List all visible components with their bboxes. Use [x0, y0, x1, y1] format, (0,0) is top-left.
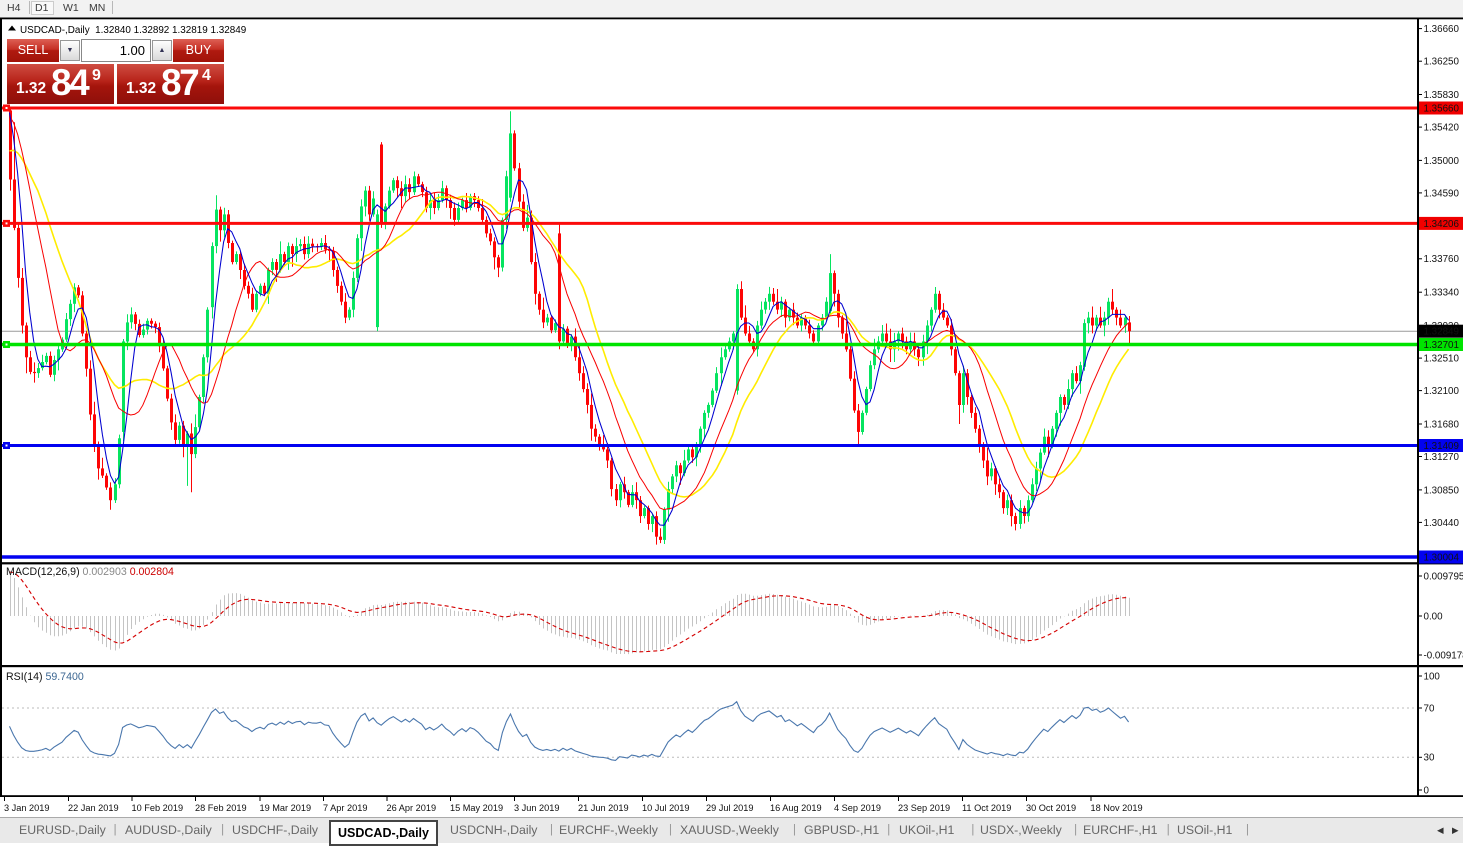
svg-text:1.36660: 1.36660: [1424, 24, 1460, 35]
svg-text:1.33760: 1.33760: [1424, 254, 1460, 265]
svg-text:0: 0: [1424, 785, 1430, 796]
svg-text:1.36250: 1.36250: [1424, 57, 1460, 68]
svg-text:1.31409: 1.31409: [1424, 441, 1459, 452]
svg-text:1.30004: 1.30004: [1424, 552, 1460, 563]
svg-text:3 Jan 2019: 3 Jan 2019: [4, 803, 49, 813]
svg-text:1.34590: 1.34590: [1424, 188, 1460, 199]
svg-text:70: 70: [1424, 703, 1435, 714]
svg-text:1.32100: 1.32100: [1424, 386, 1460, 397]
svg-text:15 May 2019: 15 May 2019: [450, 803, 503, 813]
svg-text:29 Jul 2019: 29 Jul 2019: [706, 803, 754, 813]
svg-text:11 Oct 2019: 11 Oct 2019: [962, 803, 1011, 813]
svg-text:0.009795: 0.009795: [1424, 571, 1463, 582]
svg-text:30: 30: [1424, 753, 1435, 764]
svg-text:18 Nov 2019: 18 Nov 2019: [1091, 803, 1143, 813]
svg-text:30 Oct 2019: 30 Oct 2019: [1026, 803, 1076, 813]
svg-text:-0.009178: -0.009178: [1424, 650, 1463, 661]
svg-text:1.34206: 1.34206: [1424, 219, 1460, 230]
svg-text:1.32849: 1.32849: [1424, 327, 1459, 338]
svg-text:22 Jan 2019: 22 Jan 2019: [68, 803, 119, 813]
svg-text:MACD(12,26,9) 0.002903 0.00280: MACD(12,26,9) 0.002903 0.002804: [6, 566, 174, 578]
svg-text:7 Apr 2019: 7 Apr 2019: [323, 803, 367, 813]
svg-text:3 Jun 2019: 3 Jun 2019: [514, 803, 559, 813]
svg-text:1.33340: 1.33340: [1424, 288, 1460, 299]
svg-text:10 Jul 2019: 10 Jul 2019: [642, 803, 690, 813]
svg-text:1.30440: 1.30440: [1424, 518, 1460, 529]
svg-text:1.31680: 1.31680: [1424, 419, 1460, 430]
svg-text:4 Sep 2019: 4 Sep 2019: [834, 803, 881, 813]
svg-text:1.35830: 1.35830: [1424, 90, 1460, 101]
svg-text:USDCAD-,Daily 1.32840 1.32892: USDCAD-,Daily 1.32840 1.32892 1.32819 1.…: [20, 25, 247, 36]
svg-text:1.31270: 1.31270: [1424, 452, 1460, 463]
svg-text:19 Mar 2019: 19 Mar 2019: [260, 803, 312, 813]
svg-text:28 Feb 2019: 28 Feb 2019: [195, 803, 247, 813]
svg-text:23 Sep 2019: 23 Sep 2019: [898, 803, 950, 813]
svg-text:RSI(14) 59.7400: RSI(14) 59.7400: [6, 671, 84, 683]
svg-text:1.35660: 1.35660: [1424, 103, 1460, 114]
svg-text:0.00: 0.00: [1424, 611, 1444, 622]
svg-text:1.30850: 1.30850: [1424, 485, 1460, 496]
svg-text:1.32510: 1.32510: [1424, 354, 1460, 365]
svg-text:1.35000: 1.35000: [1424, 156, 1460, 167]
svg-text:21 Jun 2019: 21 Jun 2019: [578, 803, 629, 813]
svg-text:26 Apr 2019: 26 Apr 2019: [387, 803, 437, 813]
svg-text:100: 100: [1424, 671, 1441, 682]
svg-text:10 Feb 2019: 10 Feb 2019: [132, 803, 184, 813]
svg-text:16 Aug 2019: 16 Aug 2019: [770, 803, 822, 813]
svg-text:1.32701: 1.32701: [1424, 340, 1459, 351]
svg-text:1.35420: 1.35420: [1424, 123, 1460, 134]
